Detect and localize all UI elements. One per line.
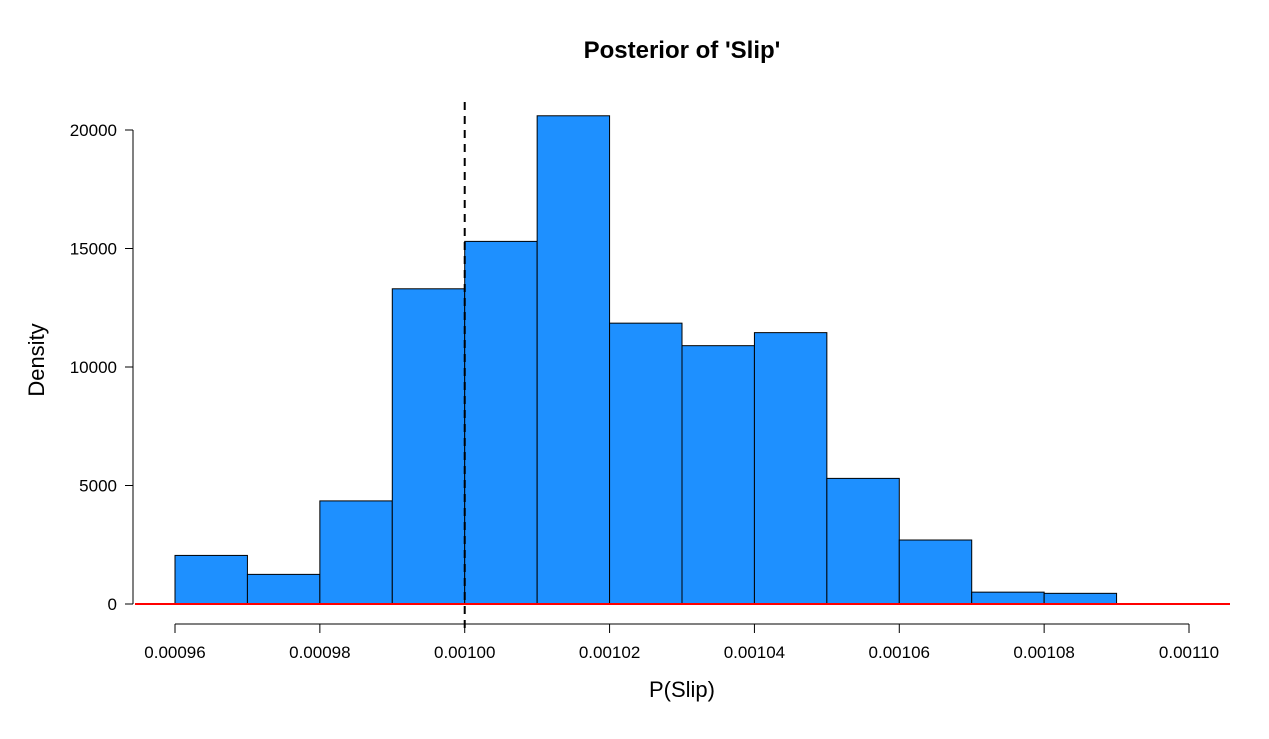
histogram-bar-13 — [1043, 592, 1118, 605]
x-axis-label: P(Slip) — [649, 677, 715, 702]
x-tick-label-2: 0.00100 — [434, 643, 495, 662]
x-tick-label-3: 0.00102 — [579, 643, 640, 662]
histogram-bar-1 — [174, 554, 248, 605]
x-axis: 0.00096 0.00098 0.00100 0.00102 0.00104 0.001… — [144, 623, 1219, 662]
y-tick-label-20000: 20000 — [70, 121, 117, 140]
x-tick-label-6: 0.00108 — [1013, 643, 1074, 662]
y-tick-label-15000: 15000 — [70, 240, 117, 259]
y-tick-label-0: 0 — [108, 595, 117, 614]
x-tick-label-1: 0.00098 — [289, 643, 350, 662]
histogram-bar-4 — [391, 288, 466, 605]
histogram-bar-10 — [826, 477, 900, 605]
y-axis: 0 5000 10000 15000 20000 — [70, 121, 134, 614]
y-tick-label-10000: 10000 — [70, 358, 117, 377]
x-tick-label-5: 0.00106 — [869, 643, 930, 662]
histogram-bar-9 — [753, 332, 828, 605]
histogram-bar-12 — [971, 591, 1045, 605]
x-tick-label-4: 0.00104 — [724, 643, 785, 662]
histogram-bar-5 — [464, 240, 538, 605]
chart-title: Posterior of 'Slip' — [584, 37, 781, 64]
y-axis-label: Density — [24, 323, 49, 396]
bars-group — [135, 102, 1230, 634]
histogram-bar-7 — [609, 322, 683, 605]
histogram-bar-8 — [681, 345, 755, 605]
histogram-bar-6 — [536, 115, 611, 605]
x-tick-label-7: 0.00110 — [1159, 643, 1219, 662]
histogram-bar-2 — [246, 573, 321, 605]
y-tick-label-5000: 5000 — [79, 477, 117, 496]
histogram-bar-11 — [898, 539, 973, 605]
histogram-bar-3 — [319, 500, 393, 605]
x-tick-label-0: 0.00096 — [144, 643, 205, 662]
